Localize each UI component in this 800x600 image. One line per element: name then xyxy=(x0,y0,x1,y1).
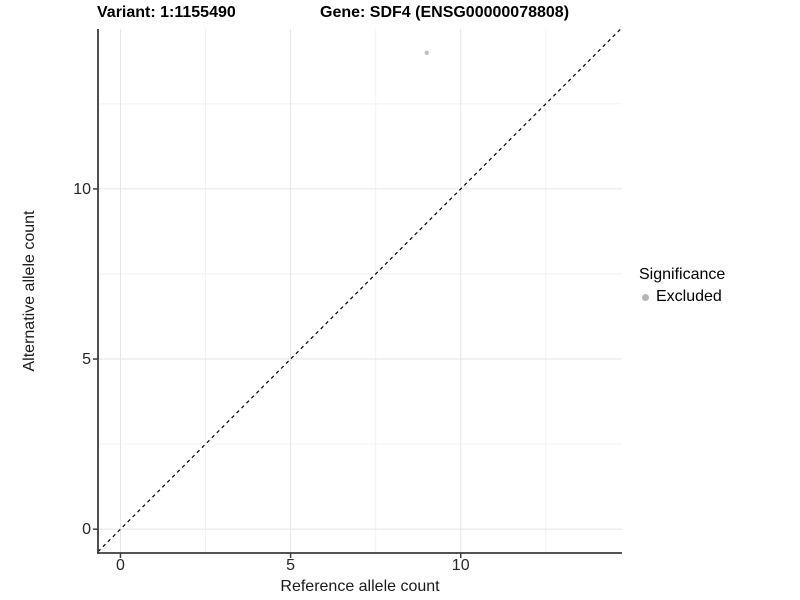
identity-line xyxy=(97,28,622,553)
plot-title-variant: Variant: 1:1155490 xyxy=(97,4,236,21)
y-axis-label: Alternative allele count xyxy=(21,210,38,372)
y-tick-label: 5 xyxy=(82,351,91,369)
x-tick-label: 5 xyxy=(286,557,296,574)
legend-title: Significance xyxy=(639,266,726,283)
y-tick-label: 10 xyxy=(73,180,91,198)
legend-item-excluded: Excluded xyxy=(630,288,725,306)
x-tick-label: 10 xyxy=(451,557,470,574)
x-axis-label: Reference allele count xyxy=(280,578,440,595)
y-tick-label: 0 xyxy=(82,521,91,539)
x-tick-label: 0 xyxy=(116,557,125,574)
data-point xyxy=(424,50,429,56)
legend-item-label: Excluded xyxy=(656,288,722,305)
legend-point-icon xyxy=(642,293,649,301)
plot-title-gene: Gene: SDF4 (ENSG00000078808) xyxy=(320,4,570,21)
legend: Significance Excluded xyxy=(630,266,725,306)
